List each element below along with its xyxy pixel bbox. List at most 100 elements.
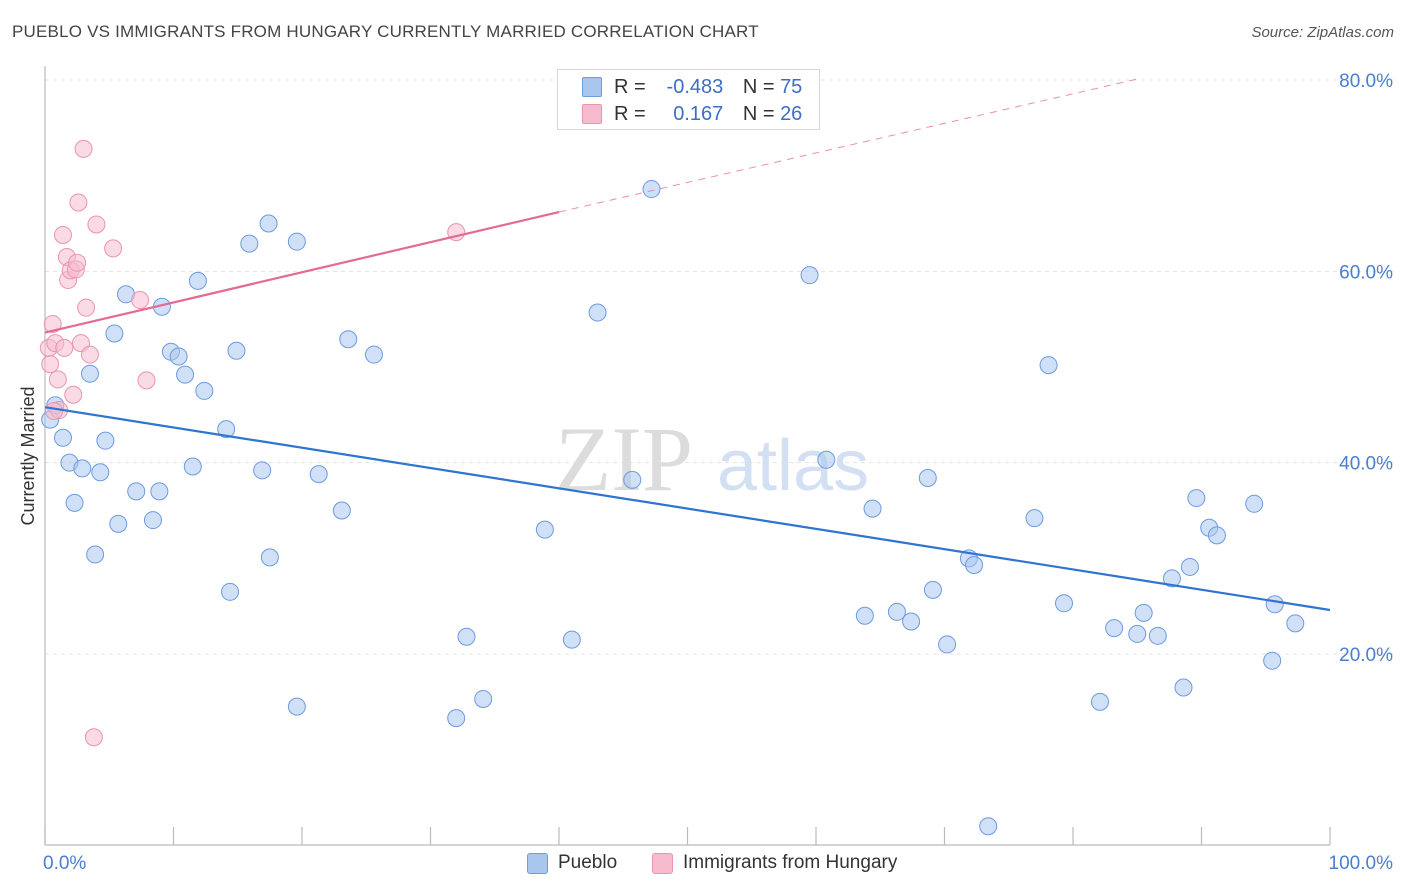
data-point-pueblo xyxy=(143,511,162,530)
data-point-pueblo xyxy=(150,482,169,501)
data-point-pueblo xyxy=(817,450,836,469)
correlation-legend: R = -0.483 N = 75 R = 0.167 N = 26 xyxy=(557,69,820,130)
data-point-pueblo xyxy=(1207,526,1226,545)
data-point-pueblo xyxy=(1055,594,1074,613)
data-point-pueblo xyxy=(364,345,383,364)
data-point-pueblo xyxy=(1263,651,1282,670)
data-point-pueblo xyxy=(887,602,906,621)
data-point-hungary xyxy=(137,371,156,390)
legend-swatch-hungary xyxy=(582,104,602,124)
data-point-pueblo xyxy=(240,234,259,253)
legend-n-label: N = xyxy=(742,103,775,125)
chart-title: PUEBLO VS IMMIGRANTS FROM HUNGARY CURREN… xyxy=(12,22,759,41)
watermark-atlas: atlas xyxy=(717,426,869,506)
data-point-pueblo xyxy=(1245,494,1264,513)
watermark: ZIP atlas xyxy=(555,408,869,510)
x-tick-label: 0.0% xyxy=(43,853,86,874)
legend-label-hungary: Immigrants from Hungary xyxy=(683,852,898,873)
legend-swatch-pueblo xyxy=(527,853,548,874)
data-point-pueblo xyxy=(195,381,214,400)
y-axis-label: Currently Married xyxy=(18,386,38,525)
tick-labels: 20.0% 40.0% 60.0% 80.0% 0.0% 100.0% xyxy=(43,71,1393,874)
data-point-pueblo xyxy=(287,232,306,251)
gridlines xyxy=(45,79,1393,655)
watermark-zip: ZIP xyxy=(555,408,693,510)
data-point-pueblo xyxy=(1286,614,1305,633)
data-point-pueblo xyxy=(109,514,128,533)
legend-swatch-hungary xyxy=(652,853,673,874)
data-point-hungary xyxy=(84,728,103,747)
data-point-pueblo xyxy=(1148,626,1167,645)
data-point-hungary xyxy=(44,402,63,421)
y-tick-label: 80.0% xyxy=(1339,71,1393,92)
series-hungary-points xyxy=(39,139,466,747)
source-label: Source: ZipAtlas.com xyxy=(1251,24,1394,41)
data-point-pueblo xyxy=(938,635,957,654)
data-point-pueblo xyxy=(169,347,188,366)
data-point-hungary xyxy=(77,298,96,317)
data-point-pueblo xyxy=(259,214,278,233)
axes xyxy=(44,66,1331,846)
data-point-hungary xyxy=(69,193,88,212)
data-point-pueblo xyxy=(588,303,607,322)
data-point-hungary xyxy=(43,314,62,333)
series-pueblo-points xyxy=(41,180,1305,836)
data-point-pueblo xyxy=(1105,619,1124,638)
data-point-hungary xyxy=(41,355,60,374)
data-point-pueblo xyxy=(562,630,581,649)
data-point-pueblo xyxy=(53,428,72,447)
data-point-pueblo xyxy=(1265,595,1284,614)
data-point-pueblo xyxy=(1180,557,1199,576)
data-point-pueblo xyxy=(1174,678,1193,697)
y-tick-label: 60.0% xyxy=(1339,262,1393,283)
data-point-pueblo xyxy=(176,365,195,384)
data-point-pueblo xyxy=(1128,624,1147,643)
data-point-pueblo xyxy=(73,459,92,478)
data-point-pueblo xyxy=(332,501,351,520)
data-point-pueblo xyxy=(105,324,124,343)
data-point-pueblo xyxy=(923,580,942,599)
data-point-pueblo xyxy=(1039,356,1058,375)
data-point-hungary xyxy=(131,291,150,310)
trend-lines xyxy=(44,78,1331,612)
data-point-pueblo xyxy=(623,470,642,489)
data-point-pueblo xyxy=(253,461,272,480)
data-point-pueblo xyxy=(1090,692,1109,711)
trend-line-pueblo xyxy=(44,406,1331,612)
data-point-pueblo xyxy=(447,709,466,728)
legend-r-label: R = xyxy=(614,103,646,125)
data-point-pueblo xyxy=(642,180,661,199)
data-point-pueblo xyxy=(902,612,921,631)
legend-label-pueblo: Pueblo xyxy=(558,852,618,873)
data-point-pueblo xyxy=(474,689,493,708)
x-tick-label: 100.0% xyxy=(1329,853,1394,874)
data-point-pueblo xyxy=(227,341,246,360)
legend-r-value: -0.483 xyxy=(666,76,724,98)
data-point-pueblo xyxy=(1187,489,1206,508)
legend-r-label: R = xyxy=(614,76,646,98)
data-point-hungary xyxy=(80,345,99,364)
trend-line-hungary-extension xyxy=(558,78,1138,213)
data-point-pueblo xyxy=(221,582,240,601)
trend-line-hungary xyxy=(44,210,560,334)
data-point-pueblo xyxy=(65,493,84,512)
data-point-hungary xyxy=(53,225,72,244)
data-point-pueblo xyxy=(800,266,819,285)
data-point-pueblo xyxy=(1025,509,1044,528)
data-point-pueblo xyxy=(188,271,207,290)
data-point-hungary xyxy=(68,253,87,272)
data-point-pueblo xyxy=(918,468,937,487)
data-point-pueblo xyxy=(80,364,99,383)
data-point-pueblo xyxy=(260,548,279,567)
legend-n-value: 26 xyxy=(780,103,803,125)
data-point-pueblo xyxy=(86,545,105,564)
data-point-hungary xyxy=(87,215,106,234)
legend-swatch-pueblo xyxy=(582,77,602,97)
data-point-hungary xyxy=(74,139,93,158)
data-point-hungary xyxy=(64,385,83,404)
data-point-hungary xyxy=(104,239,123,258)
legend-r-value: 0.167 xyxy=(673,103,724,125)
data-point-pueblo xyxy=(287,697,306,716)
data-point-pueblo xyxy=(91,463,110,482)
